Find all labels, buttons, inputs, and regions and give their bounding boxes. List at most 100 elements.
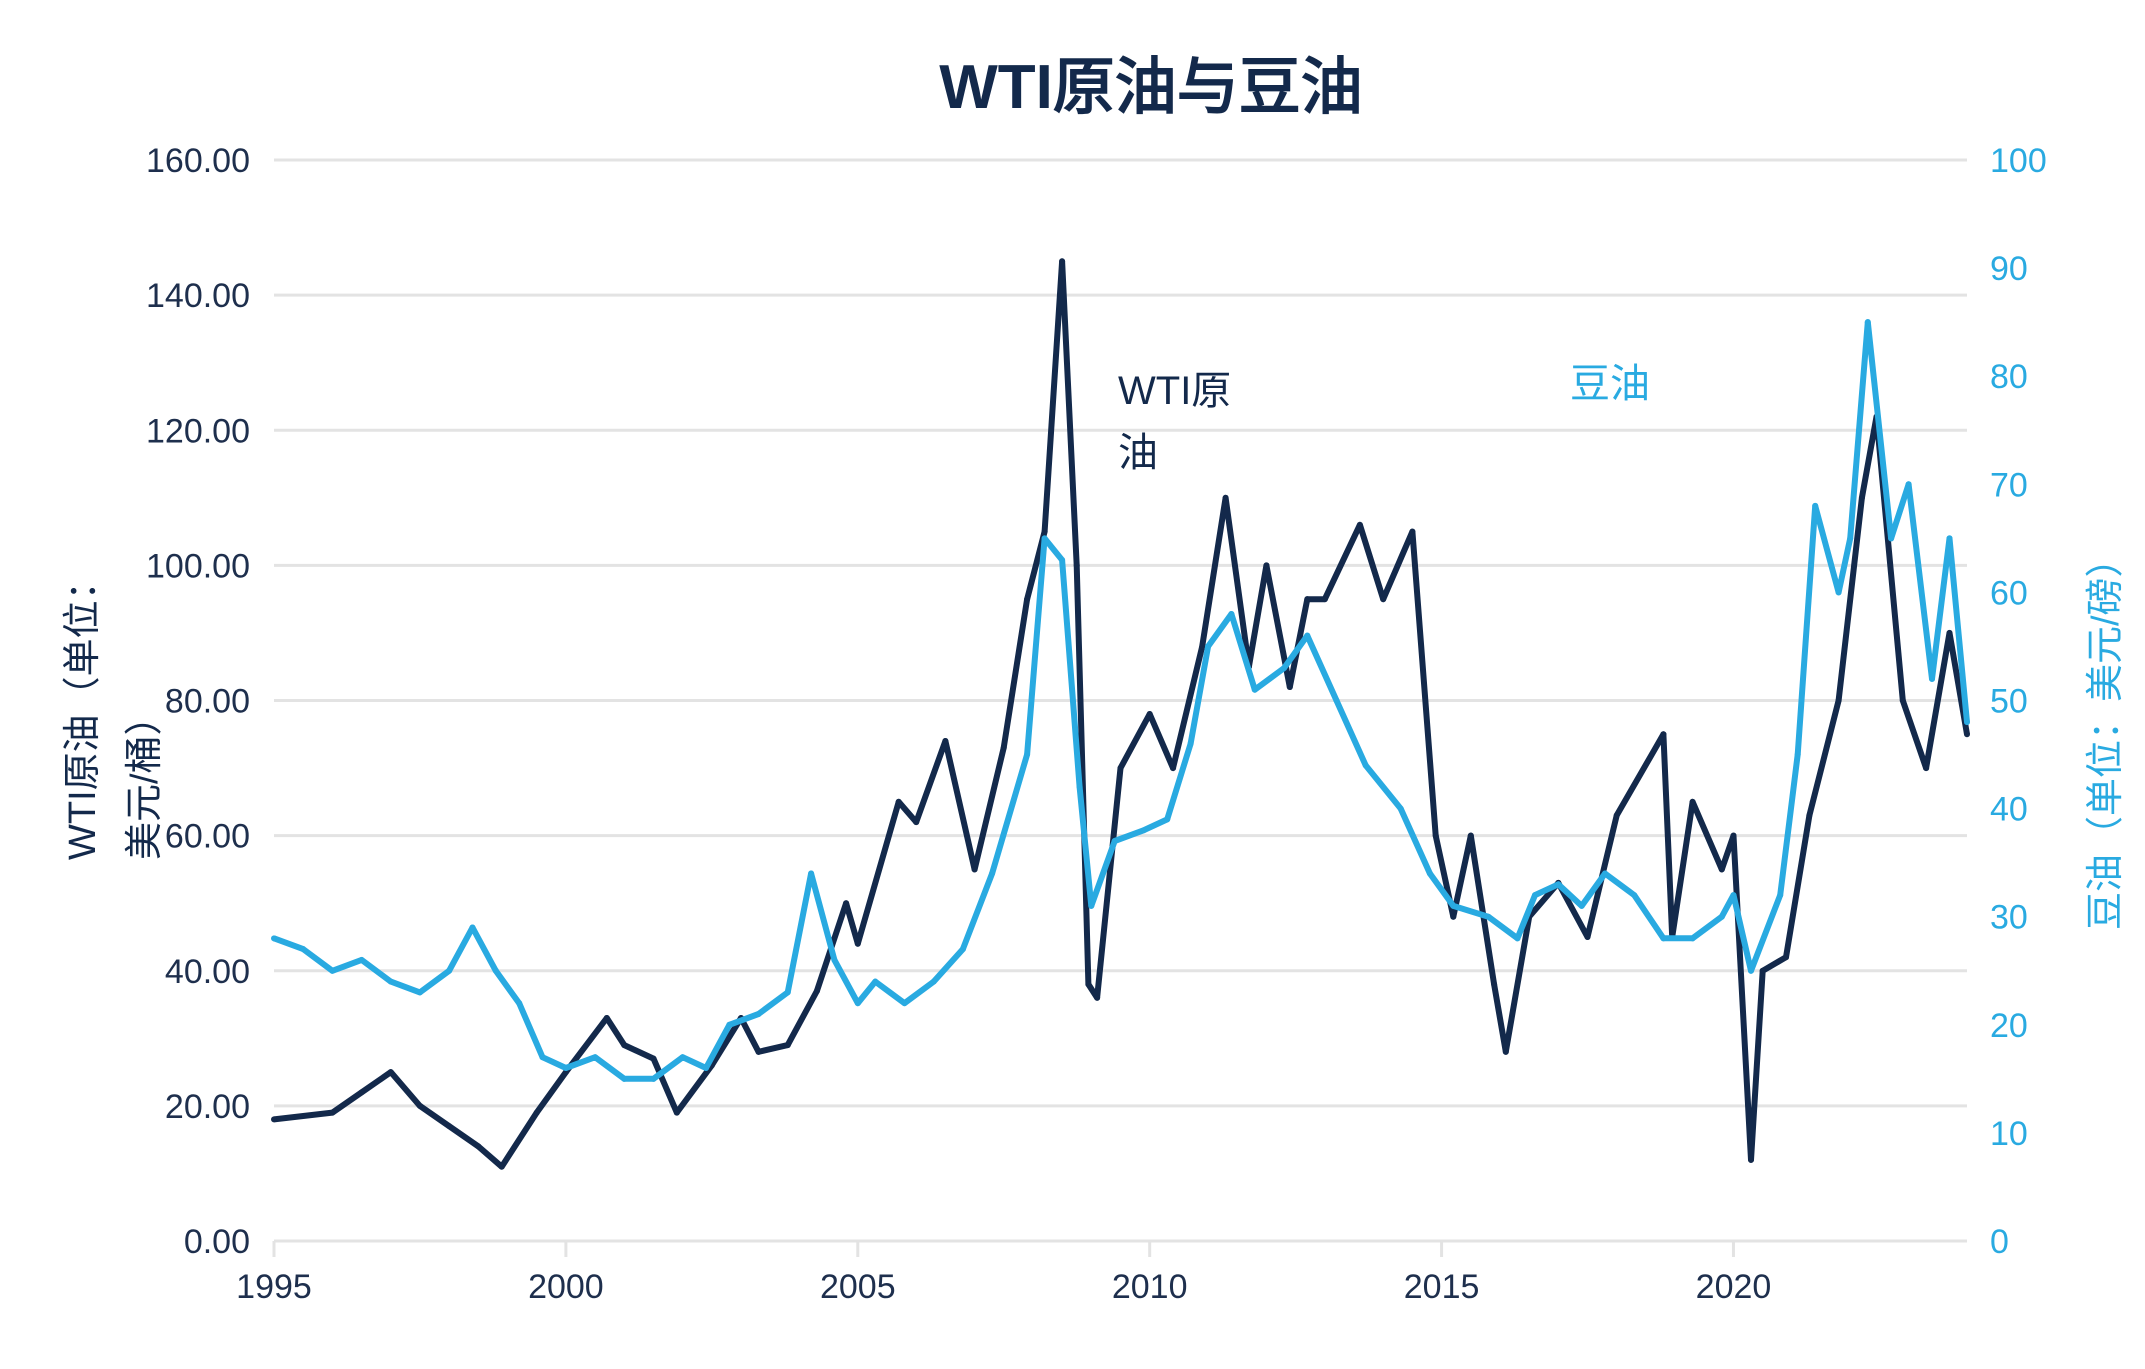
soy-point [1514, 935, 1521, 942]
soy-point [492, 967, 499, 974]
wti-point [1718, 866, 1725, 873]
soy-point [1847, 535, 1854, 542]
wti-point [1024, 596, 1031, 603]
wti-point [1263, 562, 1270, 569]
right-tick-label: 0 [1990, 1223, 2009, 1261]
left-axis-label-line2: 美元/桶） [124, 697, 166, 860]
left-tick-label: 140.00 [146, 277, 250, 315]
soy-point [808, 870, 815, 877]
wti-point [1502, 1048, 1509, 1055]
wti-point [475, 1143, 482, 1150]
right-tick-label: 60 [1990, 574, 2028, 612]
right-tick-label: 90 [1990, 250, 2028, 288]
soy-point [1631, 892, 1638, 899]
wti-point [895, 798, 902, 805]
wti-point [1467, 832, 1474, 839]
x-tick-label: 2000 [528, 1268, 604, 1306]
wti-point [1964, 731, 1970, 738]
soy-point [1835, 589, 1842, 596]
soy-point [872, 978, 879, 985]
left-tick-label: 0.00 [184, 1223, 250, 1261]
right-axis-label: 豆油（单位：美元/磅） [2085, 539, 2127, 930]
wti-point [329, 1109, 336, 1116]
wti-point [1117, 765, 1124, 772]
wti-point [271, 1116, 277, 1123]
soy-point [1426, 870, 1433, 877]
soy-point [1362, 762, 1369, 769]
soy-point [387, 978, 394, 985]
x-axis-ticks: 1995 2000 2005 2010 2015 2020 [236, 1241, 1771, 1306]
soy-point [755, 1010, 762, 1017]
wti-point [1409, 528, 1416, 535]
right-tick-label: 80 [1990, 358, 2028, 396]
wti-point [1584, 933, 1591, 940]
soy-point [1205, 643, 1212, 650]
x-tick-label: 2010 [1112, 1268, 1188, 1306]
soy-point [1228, 611, 1235, 618]
soy-point [1187, 740, 1194, 747]
wti-point [621, 1042, 628, 1049]
series-line-wti [273, 258, 1970, 1170]
soy-point [446, 967, 453, 974]
wti-point [854, 940, 861, 947]
left-tick-label: 160.00 [146, 142, 250, 180]
wti-point [1783, 954, 1790, 961]
soy-point [1450, 902, 1457, 909]
left-axis-label-line1: WTI原油（单位： [62, 562, 104, 860]
wti-point [1432, 832, 1439, 839]
chart-title: WTI原油与豆油 [939, 53, 1363, 122]
soy-point [854, 1000, 861, 1007]
soy-point [1088, 902, 1095, 909]
soy-point [516, 1000, 523, 1007]
wti-point [1059, 258, 1066, 265]
soy-point [562, 1065, 569, 1072]
soy-point [1397, 805, 1404, 812]
right-tick-label: 40 [1990, 791, 2028, 829]
soy-point [1660, 935, 1667, 942]
wti-point [1286, 683, 1293, 690]
soy-point [1747, 967, 1754, 974]
wti-point [673, 1109, 680, 1116]
soy-point [901, 1000, 908, 1007]
soy-point [329, 967, 336, 974]
left-axis-ticks: 0.00 20.00 40.00 60.00 80.00 100.00 120.00 140.… [146, 142, 250, 1261]
soy-point [1689, 935, 1696, 942]
wti-point [1304, 596, 1311, 603]
soy-point [539, 1054, 546, 1061]
soy-point [1812, 502, 1819, 509]
soy-point [1888, 535, 1895, 542]
wti-point [1491, 981, 1498, 988]
wti-point [1199, 643, 1206, 650]
wti-point [971, 866, 978, 873]
annotation-wti-line1: WTI原 [1118, 369, 1231, 413]
soy-point [1059, 556, 1066, 563]
series-line-soybean-oil [272, 319, 1970, 1082]
right-tick-label: 20 [1990, 1007, 2028, 1045]
soy-point [1041, 535, 1048, 542]
wti-point [446, 1123, 453, 1130]
soy-point [358, 956, 365, 963]
x-tick-label: 2020 [1696, 1268, 1772, 1306]
wti-point [1000, 744, 1007, 751]
soy-point [703, 1065, 710, 1072]
soy-point [1730, 892, 1737, 899]
x-tick-label: 2005 [820, 1268, 896, 1306]
soy-point [726, 1021, 733, 1028]
soy-point [1794, 751, 1801, 758]
soy-point [271, 935, 277, 942]
soy-point [1304, 632, 1311, 639]
left-tick-label: 100.00 [146, 547, 250, 585]
annotation-wti: WTI原 油 [1118, 369, 1242, 475]
wti-point [358, 1089, 365, 1096]
soy-point [1024, 751, 1031, 758]
wti-point [813, 988, 820, 995]
wti-point [1747, 1156, 1754, 1163]
soy-point [930, 978, 937, 985]
soy-point [959, 946, 966, 953]
annotation-wti-line2: 油 [1118, 431, 1158, 475]
left-tick-label: 20.00 [165, 1088, 250, 1126]
wti-point [1730, 832, 1737, 839]
wti-point [1806, 812, 1813, 819]
wti-point [1689, 798, 1696, 805]
soy-point [1076, 783, 1083, 790]
